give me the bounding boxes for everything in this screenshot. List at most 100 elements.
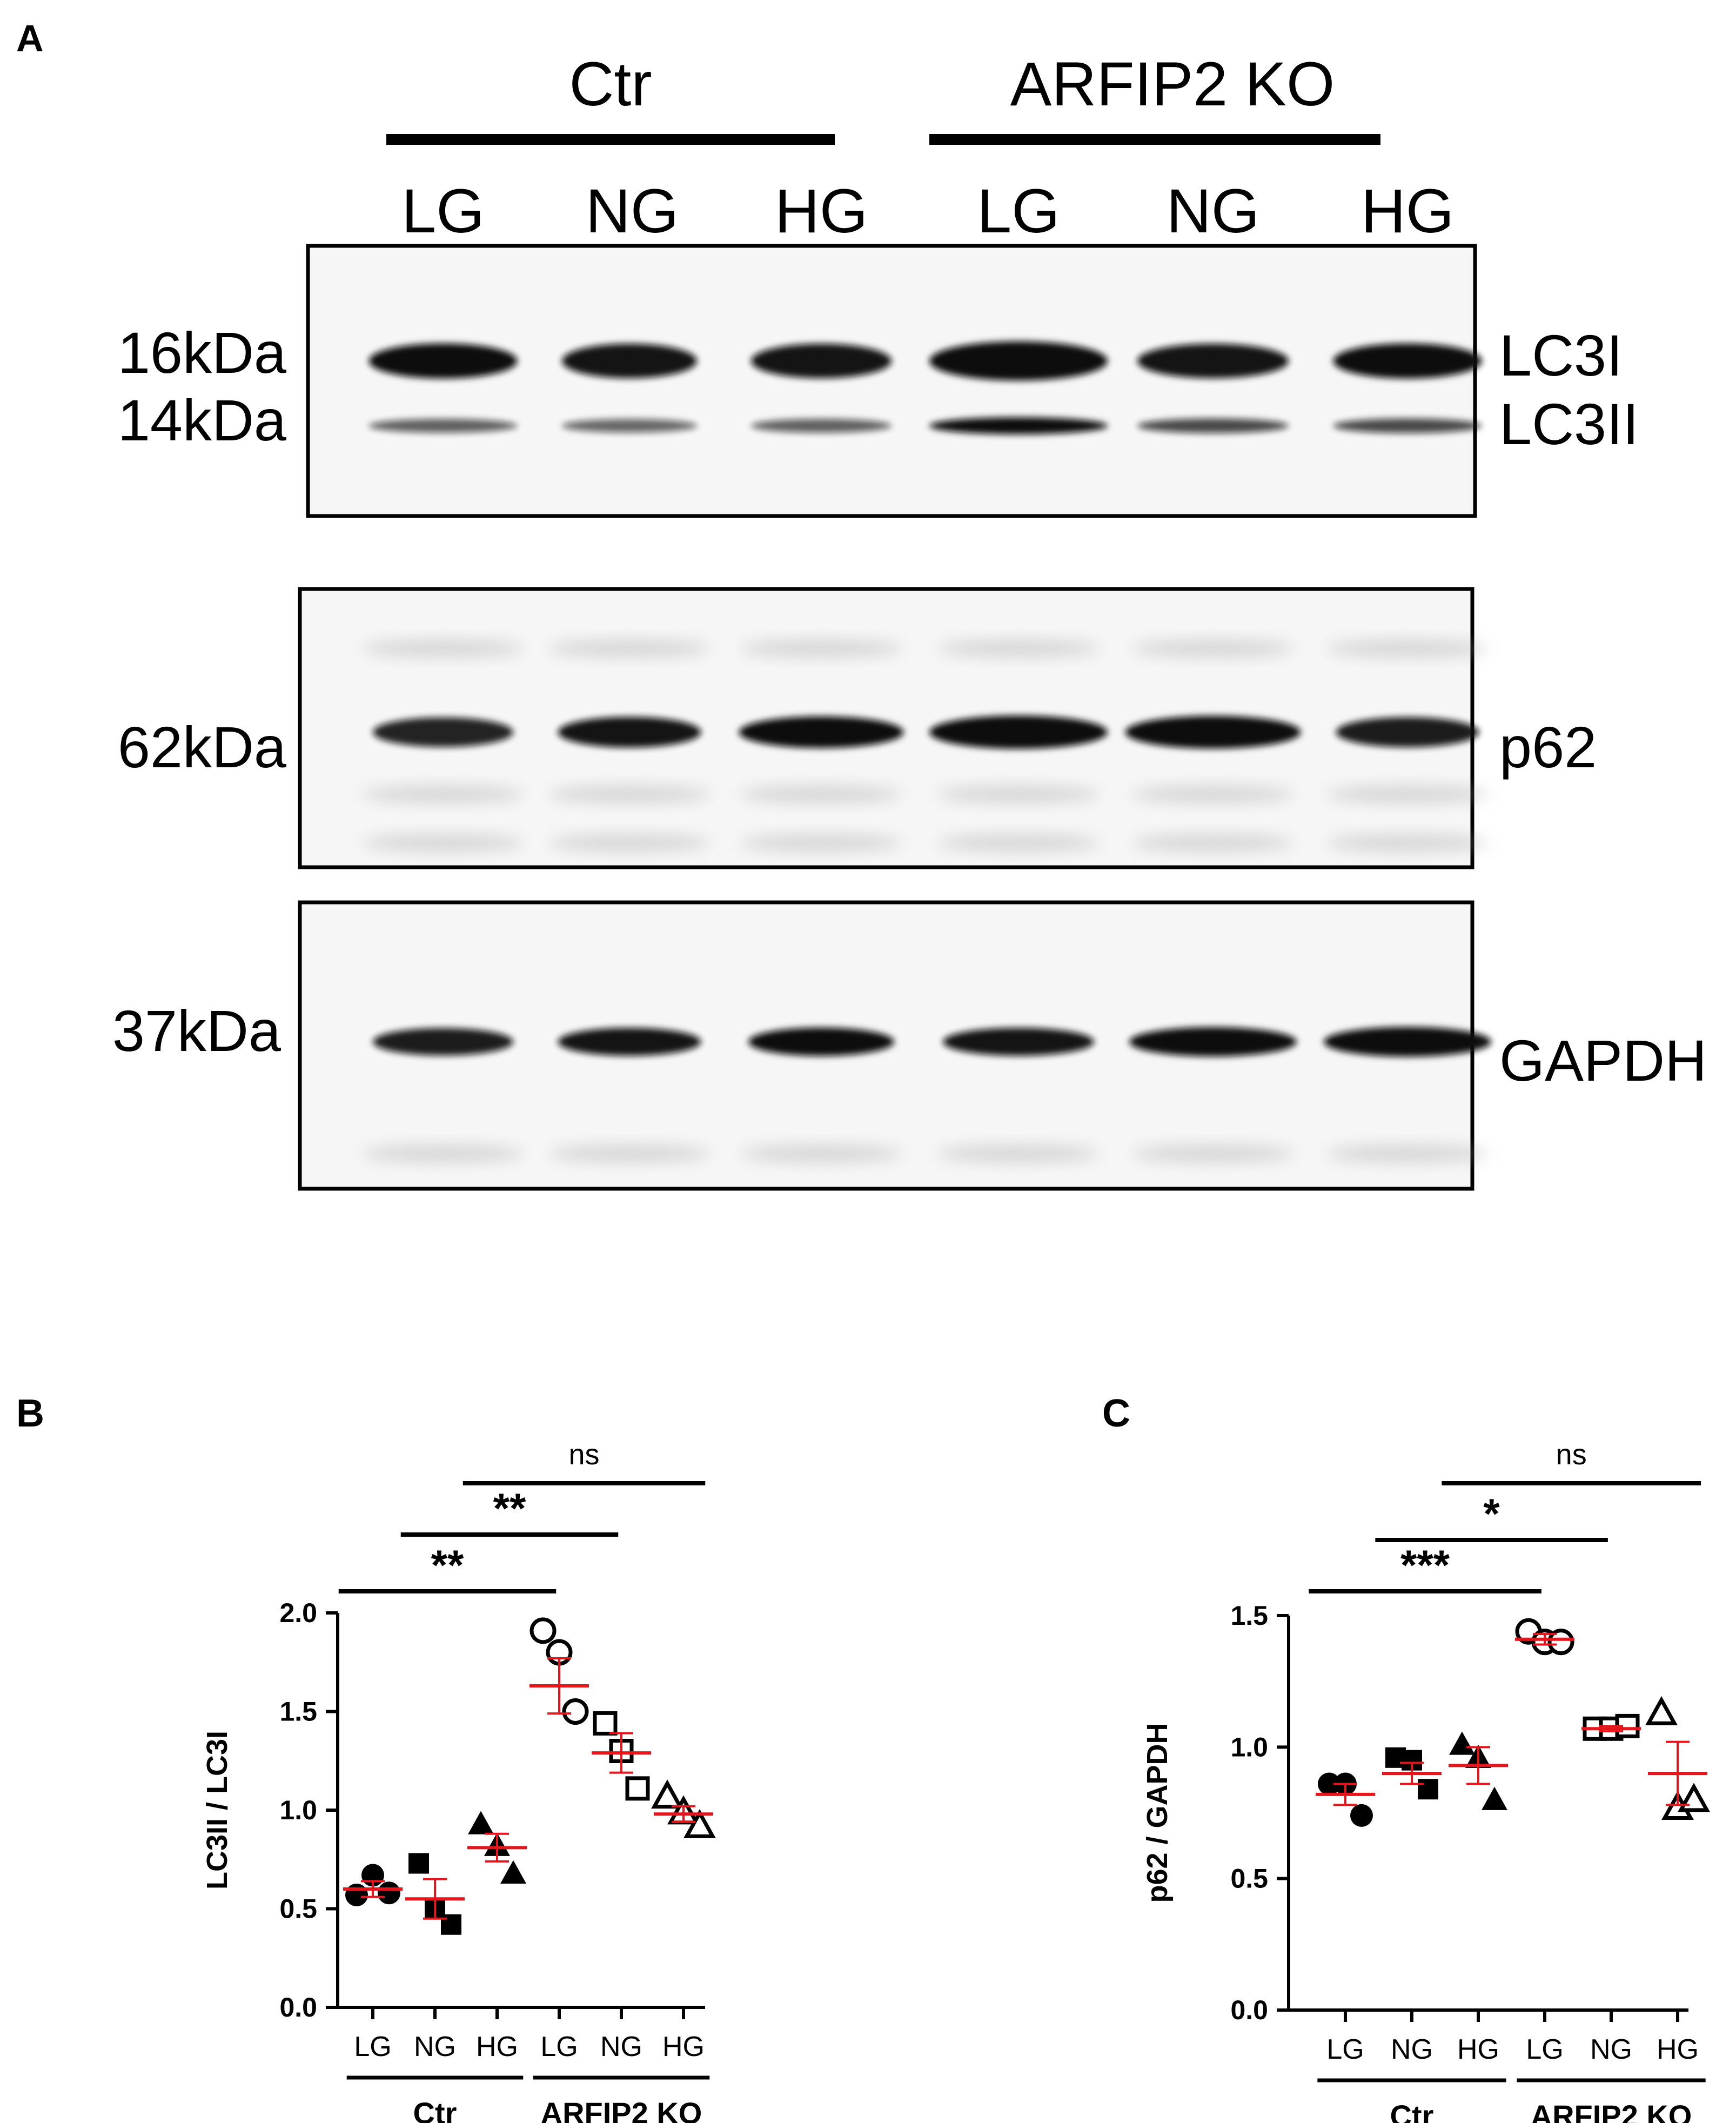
x-tick-label: NG — [1391, 2034, 1433, 2065]
y-axis-label: p62 / GAPDH — [1141, 1723, 1174, 1903]
data-point-triangle — [651, 1779, 683, 1809]
x-tick-label: HG — [476, 2031, 518, 2062]
band — [558, 716, 701, 748]
group-label: Ctr — [413, 2096, 457, 2123]
background-smear — [548, 786, 711, 803]
background-smear — [362, 1145, 524, 1162]
lane-label: HG — [1361, 177, 1455, 246]
band — [943, 1028, 1094, 1056]
marker-label: 14kDa — [118, 387, 287, 453]
group-label: ARFIP2 KO — [541, 2096, 702, 2123]
lane-label: HG — [775, 177, 868, 246]
background-smear — [1326, 834, 1489, 852]
data-point-triangle — [500, 1860, 526, 1884]
data-point-circle — [1318, 1772, 1340, 1796]
background-smear — [1132, 786, 1294, 803]
data-point-square — [441, 1914, 461, 1935]
y-tick-label: 0.0 — [1230, 1995, 1268, 2025]
background-smear — [1132, 834, 1294, 852]
x-tick-label: LG — [1526, 2034, 1563, 2065]
band — [1137, 418, 1289, 433]
background-smear — [548, 834, 711, 852]
lane-label: NG — [586, 177, 679, 246]
data-point-triangle — [1449, 1731, 1475, 1755]
group-label: ARFIP2 KO — [1010, 50, 1335, 119]
panel-label-a: A — [16, 17, 44, 59]
band — [373, 1028, 513, 1056]
band — [748, 1027, 894, 1056]
band — [558, 1028, 701, 1056]
lane-label: LG — [401, 177, 484, 246]
x-tick-label: HG — [1657, 2034, 1699, 2065]
background-smear — [937, 640, 1100, 657]
band — [751, 419, 892, 433]
band — [1129, 1027, 1297, 1057]
background-smear — [362, 640, 524, 657]
band — [562, 419, 697, 433]
x-tick-label: LG — [354, 2031, 391, 2062]
band — [751, 343, 892, 379]
y-tick-label: 1.5 — [279, 1697, 317, 1727]
band — [1333, 343, 1482, 379]
data-point-square — [1418, 1779, 1438, 1800]
background-smear — [1132, 640, 1294, 657]
panel-c: C 0.0 0.5 1.0 1.5 p62 / GAPDH LG NG HG LG NG HG Ctr A… — [1102, 1392, 1710, 2123]
background-smear — [740, 786, 902, 803]
panel-b: B 0.0 0.5 1.0 1.5 2.0 LC3II / LC3I LG NG HG LG NG HG… — [16, 1392, 716, 2123]
data-point-triangle — [683, 1809, 716, 1838]
background-smear — [548, 640, 711, 657]
background-smear — [740, 640, 902, 657]
blot-gapdh: 37kDa GAPDH — [112, 900, 1707, 1191]
x-tick-label: HG — [662, 2031, 705, 2062]
x-tick-label: LG — [1326, 2034, 1364, 2065]
significance-label: * — [1483, 1490, 1500, 1537]
data-point-triangle — [1645, 1696, 1678, 1725]
y-tick-label: 1.0 — [279, 1795, 317, 1825]
blot-frame — [306, 244, 1477, 518]
lane-label: LG — [977, 177, 1060, 246]
data-point-circle — [529, 1617, 557, 1644]
group-label: Ctr — [569, 50, 652, 119]
band — [1125, 715, 1301, 749]
y-tick-label: 1.5 — [1230, 1600, 1268, 1631]
data-point-circle — [378, 1881, 400, 1905]
background-smear — [1326, 786, 1489, 803]
band — [739, 716, 904, 748]
panel-label-b: B — [16, 1392, 44, 1435]
background-smear — [937, 786, 1100, 803]
protein-label: p62 — [1499, 714, 1597, 780]
background-smear — [937, 834, 1100, 852]
marker-label: 37kDa — [112, 998, 281, 1063]
background-smear — [1326, 640, 1489, 657]
data-point-triangle — [1678, 1783, 1710, 1812]
lane-label: NG — [1167, 177, 1260, 246]
protein-label: LC3I — [1499, 323, 1623, 388]
significance-label: *** — [1400, 1541, 1450, 1589]
band — [1336, 717, 1479, 747]
data-point-triangle — [468, 1811, 494, 1834]
band — [368, 419, 518, 433]
x-tick-label: NG — [1590, 2034, 1632, 2065]
y-axis-label: LC3II / LC3I — [201, 1731, 233, 1890]
group-label: ARFIP2 KO — [1531, 2099, 1692, 2123]
data-point-square — [408, 1853, 429, 1874]
significance-label: ** — [493, 1484, 526, 1532]
background-smear — [362, 786, 524, 803]
data-point-circle — [1547, 1629, 1574, 1656]
x-tick-label: HG — [1457, 2034, 1499, 2065]
y-tick-label: 0.5 — [279, 1894, 317, 1924]
background-smear — [1326, 1145, 1489, 1162]
x-tick-label: NG — [414, 2031, 456, 2062]
data-point-triangle — [1482, 1786, 1507, 1810]
band — [1333, 418, 1482, 433]
band — [368, 343, 518, 379]
band — [929, 715, 1108, 749]
data-point-square — [593, 1711, 618, 1736]
background-smear — [1132, 1145, 1294, 1162]
y-tick-label: 0.5 — [1230, 1864, 1268, 1894]
marker-label: 62kDa — [118, 714, 287, 780]
group-label: Ctr — [1390, 2099, 1434, 2123]
band — [1324, 1027, 1491, 1057]
